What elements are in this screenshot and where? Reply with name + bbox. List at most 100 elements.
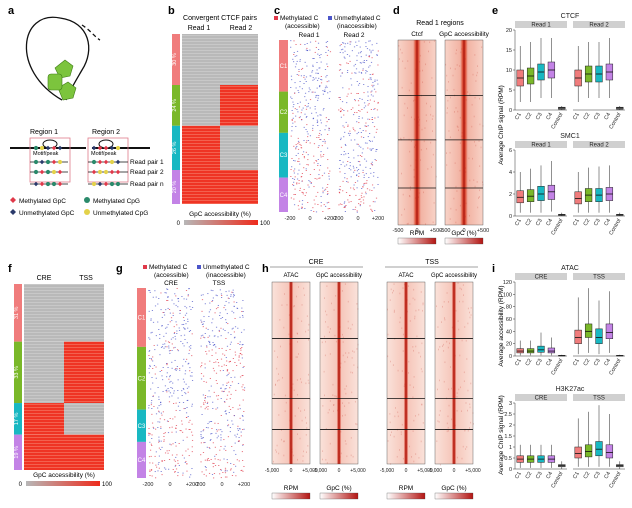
methylated-dot bbox=[185, 450, 187, 452]
methylated-dot bbox=[356, 93, 358, 94]
facet-label: CRE bbox=[535, 396, 548, 402]
signal-speckle bbox=[453, 395, 454, 398]
axis-tick-label: +5,000 bbox=[465, 468, 481, 474]
methylated-dot bbox=[220, 415, 222, 416]
unmethylated-dot bbox=[368, 177, 370, 178]
signal-speckle bbox=[430, 113, 432, 116]
box bbox=[584, 323, 593, 338]
unmethylated-dot bbox=[220, 388, 222, 389]
methylated-dot bbox=[301, 206, 303, 208]
methylated-dot bbox=[301, 191, 303, 193]
unmethylated-dot bbox=[243, 428, 245, 430]
unmethylated-dot bbox=[236, 307, 238, 309]
signal-speckle bbox=[479, 97, 481, 100]
methylated-dot bbox=[163, 439, 165, 441]
unmethylated-dot bbox=[342, 48, 344, 50]
methylated-dot bbox=[230, 468, 232, 470]
unmethylated-dot bbox=[310, 75, 312, 77]
unmethylated-dot bbox=[317, 99, 319, 101]
signal-speckle bbox=[480, 146, 482, 149]
unmethylated-dot bbox=[150, 402, 153, 404]
unmethylated-dot bbox=[291, 110, 293, 111]
methylated-dot bbox=[207, 457, 209, 459]
signal-speckle bbox=[347, 320, 349, 323]
gpc-dot bbox=[103, 181, 109, 187]
methylated-dot bbox=[238, 359, 240, 361]
methylated-dot bbox=[371, 184, 374, 186]
signal-speckle bbox=[390, 434, 391, 436]
unmethylated-dot bbox=[211, 474, 214, 475]
unmethylated-dot bbox=[370, 172, 372, 174]
unmethylated-dot bbox=[202, 437, 205, 439]
panel-b-title: Convergent CTCF pairs bbox=[183, 15, 257, 22]
unmethylated-dot bbox=[153, 365, 156, 367]
methylated-dot bbox=[371, 73, 374, 75]
unmethylated-dot bbox=[338, 188, 341, 190]
methylated-dot bbox=[150, 404, 153, 406]
unmethylated-dot bbox=[149, 366, 151, 367]
signal-speckle bbox=[456, 392, 458, 394]
methylated-dot bbox=[371, 190, 373, 191]
signal-speckle bbox=[456, 190, 458, 192]
signal-speckle bbox=[461, 339, 463, 342]
unmethylated-dot bbox=[319, 165, 322, 166]
methylated-dot bbox=[152, 462, 154, 464]
methylated-dot bbox=[218, 348, 220, 349]
methylated-dot bbox=[217, 307, 219, 309]
signal-speckle bbox=[326, 285, 328, 287]
methylated-dot bbox=[339, 111, 342, 113]
methylated-dot bbox=[191, 446, 193, 448]
methylated-dot bbox=[241, 311, 243, 313]
panel-c-col-read2: Read 2 bbox=[344, 32, 365, 39]
methylated-dot bbox=[313, 211, 315, 212]
signal-speckle bbox=[457, 320, 459, 322]
unmethylated-dot bbox=[292, 117, 294, 119]
unmethylated-dot bbox=[301, 88, 303, 90]
methylated-dot bbox=[375, 160, 377, 162]
methylated-dot bbox=[209, 360, 211, 362]
methylated-dot bbox=[313, 143, 316, 145]
methylated-dot bbox=[235, 389, 237, 391]
unmethylated-dot bbox=[158, 440, 160, 442]
heatmap-block bbox=[64, 434, 104, 470]
methylated-dot bbox=[239, 404, 241, 406]
methylated-dot bbox=[174, 471, 176, 472]
methylated-dot bbox=[208, 472, 211, 474]
methylated-dot bbox=[182, 474, 184, 476]
unmethylated-dot bbox=[182, 388, 184, 389]
methylated-dot bbox=[366, 111, 369, 113]
unmethylated-dot bbox=[222, 391, 225, 393]
unmethylated-dot bbox=[216, 407, 219, 409]
methylated-dot bbox=[220, 477, 222, 479]
cluster-label: C1 bbox=[280, 64, 288, 70]
unmethylated-dot bbox=[345, 153, 347, 155]
methylated-dot bbox=[318, 137, 320, 138]
unmethylated-dot bbox=[184, 370, 187, 372]
cluster-label: C3 bbox=[280, 153, 288, 159]
unmethylated-dot bbox=[204, 333, 206, 334]
unmethylated-dot bbox=[170, 387, 172, 388]
unmethylated-dot bbox=[317, 53, 319, 55]
methylated-dot bbox=[224, 469, 227, 471]
unmethylated-dot bbox=[304, 208, 306, 209]
x-tick-label: C2 bbox=[525, 471, 534, 480]
signal-speckle bbox=[325, 321, 326, 323]
unmethylated-dot bbox=[365, 166, 367, 168]
methylated-dot bbox=[352, 127, 354, 129]
methylated-dot bbox=[183, 408, 185, 410]
methylated-dot bbox=[214, 458, 216, 460]
signal-speckle bbox=[418, 60, 420, 63]
unmethylated-dot bbox=[358, 83, 361, 84]
methylated-dot bbox=[306, 47, 308, 49]
unmethylated-dot bbox=[290, 96, 292, 98]
unmethylated-dot bbox=[174, 335, 176, 337]
signal-speckle bbox=[476, 181, 478, 183]
unmethylated-dot bbox=[184, 408, 186, 410]
unmethylated-dot bbox=[161, 325, 163, 327]
box bbox=[605, 323, 614, 339]
methylated-dot bbox=[372, 201, 374, 203]
signal-speckle bbox=[399, 48, 401, 51]
facet-label: TSS bbox=[593, 396, 605, 402]
unmethylated-dot bbox=[341, 72, 343, 74]
unmethylated-dot bbox=[299, 163, 301, 165]
